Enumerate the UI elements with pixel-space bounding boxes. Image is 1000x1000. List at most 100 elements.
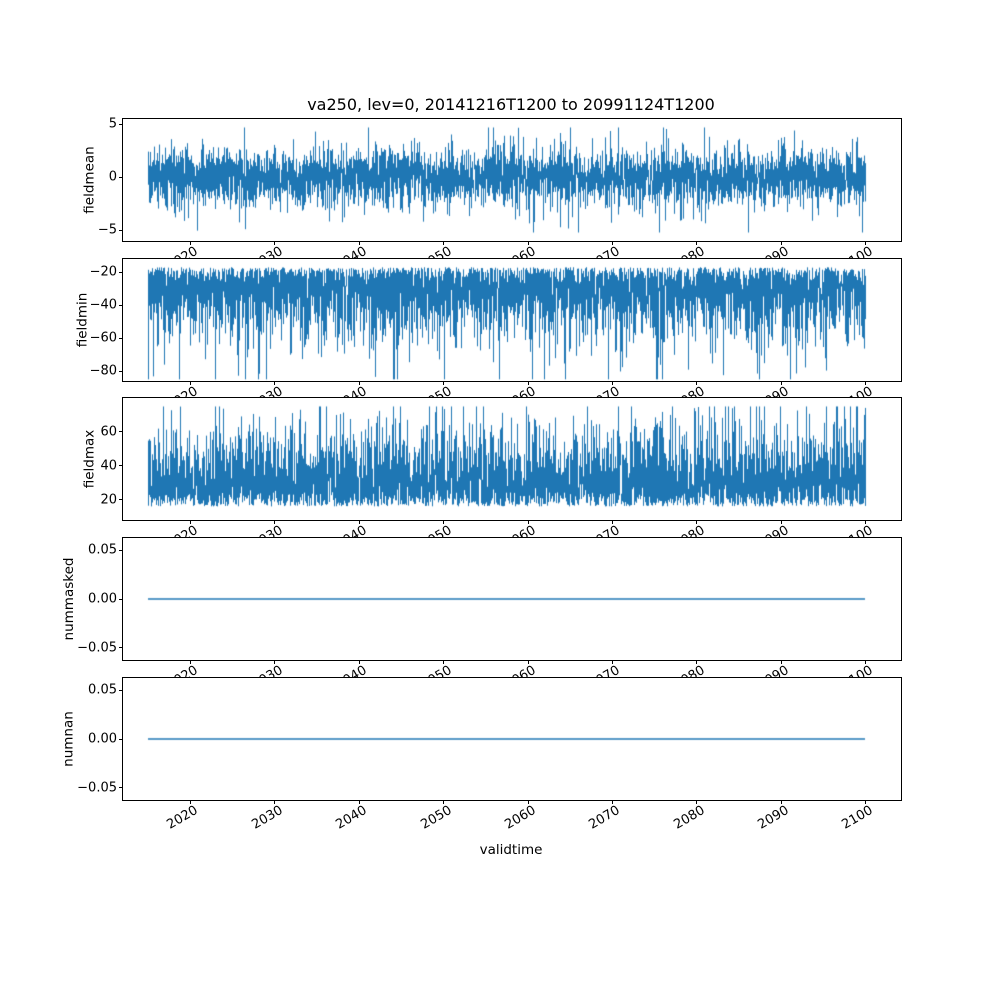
- y-tick-label: −20: [89, 264, 117, 280]
- x-tick-mark: [696, 381, 698, 385]
- x-tick-mark: [527, 520, 529, 524]
- y-tick-mark: [119, 499, 123, 501]
- nummasked-series-line: [123, 538, 901, 660]
- x-tick-mark: [611, 241, 613, 245]
- y-tick-label: 60: [100, 424, 117, 440]
- x-tick-label: 2090: [755, 803, 792, 833]
- y-tick-mark: [119, 304, 123, 306]
- y-tick-label: 0.00: [88, 591, 117, 607]
- x-tick-mark: [274, 241, 276, 245]
- x-tick-mark: [190, 381, 191, 385]
- y-tick-mark: [119, 598, 123, 600]
- y-tick-mark: [119, 647, 123, 649]
- x-tick-mark: [358, 800, 360, 804]
- y-tick-label: −80: [89, 363, 117, 379]
- x-tick-label: 2060: [502, 803, 539, 833]
- y-tick-label: 5: [108, 116, 117, 132]
- y-tick-label: 40: [100, 458, 117, 474]
- x-tick-mark: [865, 800, 867, 804]
- x-tick-mark: [443, 800, 445, 804]
- y-tick-mark: [119, 271, 123, 273]
- x-tick-mark: [274, 660, 276, 664]
- y-tick-label: 20: [100, 492, 117, 508]
- x-tick-label: 2030: [249, 803, 286, 833]
- x-tick-mark: [611, 660, 613, 664]
- y-tick-label: 0: [108, 169, 117, 185]
- fieldmin-series-line: [123, 259, 901, 381]
- y-tick-label: −0.05: [77, 780, 117, 796]
- y-tick-mark: [119, 689, 123, 691]
- x-tick-mark: [274, 520, 276, 524]
- x-tick-mark: [358, 381, 360, 385]
- x-tick-mark: [611, 520, 613, 524]
- x-tick-mark: [696, 800, 698, 804]
- numnan-series-line: [123, 678, 901, 800]
- x-tick-mark: [274, 800, 276, 804]
- x-tick-mark: [527, 800, 529, 804]
- y-tick-label: 0.05: [88, 682, 117, 698]
- x-tick-label: 2050: [417, 803, 455, 833]
- x-tick-label: 2080: [671, 803, 708, 833]
- y-tick-label: −0.05: [77, 640, 117, 656]
- x-tick-mark: [443, 241, 445, 245]
- subplot-numnan: numnan 0.05 0.00 −0.05 2020 2030 2040 2050 2060 2…: [61, 677, 902, 833]
- y-tick-mark: [119, 176, 123, 178]
- x-tick-mark: [190, 241, 191, 245]
- x-tick-mark: [611, 381, 613, 385]
- subplot-nummasked: nummasked0.050.00−0.05202020302040205020…: [61, 537, 902, 693]
- x-tick-mark: [780, 381, 782, 385]
- y-tick-mark: [119, 787, 123, 789]
- y-tick-label: 0.00: [88, 731, 117, 747]
- x-tick-label: 2070: [586, 803, 623, 833]
- y-axis-label-nummasked: nummasked: [61, 557, 77, 641]
- fieldmax-series-line: [123, 398, 901, 520]
- y-axis-label-fieldmin: fieldmin: [74, 292, 91, 348]
- y-tick-mark: [119, 229, 123, 231]
- y-tick-label: −40: [89, 297, 117, 313]
- x-tick-label: 2020: [164, 803, 201, 833]
- x-tick-mark: [274, 381, 276, 385]
- x-tick-mark: [865, 381, 867, 385]
- x-tick-mark: [443, 381, 445, 385]
- x-tick-mark: [358, 520, 360, 524]
- y-tick-mark: [119, 123, 123, 125]
- x-tick-mark: [780, 660, 782, 664]
- x-tick-mark: [358, 660, 360, 664]
- fieldmean-series-line: [123, 119, 901, 241]
- chart-title: va250, lev=0, 20141216T1200 to 20991124T…: [307, 95, 715, 114]
- x-axis-label: validtime: [479, 842, 543, 858]
- x-tick-mark: [611, 800, 613, 804]
- x-tick-mark: [780, 800, 782, 804]
- x-tick-mark: [443, 520, 445, 524]
- y-tick-mark: [119, 549, 123, 551]
- y-tick-label: −60: [89, 330, 117, 346]
- x-tick-mark: [443, 660, 445, 664]
- x-tick-mark: [696, 241, 698, 245]
- x-tick-mark: [780, 241, 782, 245]
- y-tick-mark: [119, 337, 123, 339]
- x-tick-mark: [358, 241, 360, 245]
- y-tick-label: 0.05: [88, 542, 117, 558]
- y-tick-mark: [119, 465, 123, 467]
- x-tick-mark: [865, 241, 867, 245]
- y-axis-label-fieldmax: fieldmax: [81, 429, 98, 489]
- x-tick-mark: [527, 660, 529, 664]
- x-tick-mark: [780, 520, 782, 524]
- x-tick-mark: [527, 381, 529, 385]
- subplot-fieldmean: fieldmean50−5202020302040205020602070208…: [81, 117, 902, 274]
- y-tick-label: −5: [97, 222, 117, 238]
- x-tick-mark: [527, 241, 529, 245]
- x-tick-label: 2040: [333, 803, 370, 833]
- x-tick-mark: [865, 520, 867, 524]
- subplot-fieldmax: fieldmax60402020202030204020502060207020…: [81, 397, 902, 553]
- x-tick-mark: [865, 660, 867, 664]
- y-tick-mark: [119, 370, 123, 372]
- x-tick-mark: [696, 520, 698, 524]
- x-tick-mark: [190, 520, 191, 524]
- y-axis-label-numnan: numnan: [61, 711, 77, 767]
- y-axis-label-fieldmean: fieldmean: [81, 146, 98, 214]
- y-tick-mark: [119, 431, 123, 433]
- x-tick-mark: [190, 800, 191, 804]
- x-tick-mark: [696, 660, 698, 664]
